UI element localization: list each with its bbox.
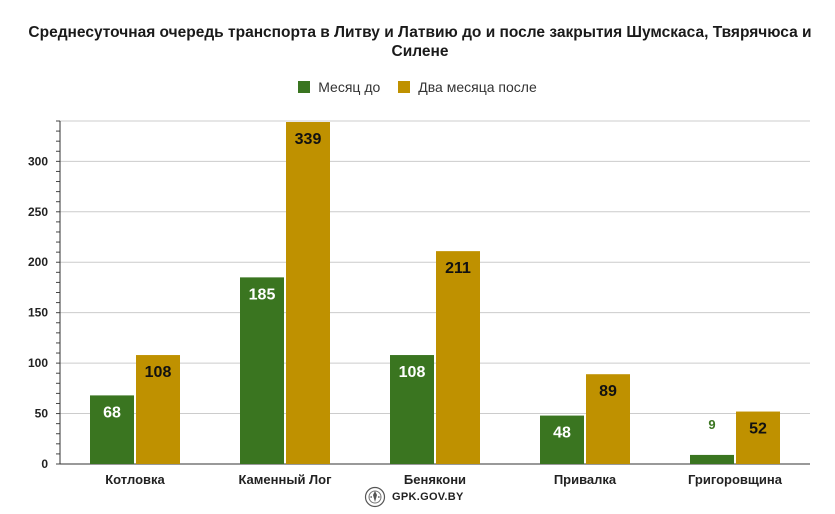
bar <box>436 251 480 464</box>
data-label: 9 <box>708 417 715 432</box>
data-label: 68 <box>103 404 121 421</box>
footer-site: GPK.GOV.BY <box>392 491 464 503</box>
bar <box>390 355 434 464</box>
footer: GPK.GOV.BY <box>364 486 464 508</box>
y-tick-label: 50 <box>35 407 49 421</box>
legend-item-series-1: Два месяца после <box>398 79 537 95</box>
legend: Месяц до Два месяца после <box>0 79 835 95</box>
y-tick-label: 250 <box>28 205 48 219</box>
chart-title: Среднесуточная очередь транспорта в Литв… <box>28 24 812 60</box>
emblem-icon <box>364 486 386 508</box>
bar <box>586 374 630 464</box>
x-tick-label: Котловка <box>105 472 165 487</box>
bar <box>136 355 180 464</box>
x-tick-label: Григоровщина <box>688 472 783 487</box>
bar <box>690 454 734 464</box>
legend-item-series-0: Месяц до <box>298 79 380 95</box>
data-label: 48 <box>553 425 571 442</box>
data-label: 52 <box>749 421 767 438</box>
y-tick-label: 300 <box>28 154 48 168</box>
legend-swatch <box>398 81 411 93</box>
data-label: 339 <box>295 131 322 148</box>
bar <box>286 122 330 465</box>
x-tick-label: Привалка <box>554 472 617 487</box>
y-tick-label: 100 <box>28 356 48 370</box>
data-label: 211 <box>445 260 471 277</box>
x-tick-label: Каменный Лог <box>238 472 332 487</box>
y-tick-label: 150 <box>28 306 48 320</box>
legend-label: Месяц до <box>318 79 381 95</box>
bar <box>90 395 134 464</box>
data-label: 89 <box>599 383 617 400</box>
legend-swatch <box>298 81 311 93</box>
data-label: 108 <box>145 364 172 381</box>
legend-label: Два месяца после <box>418 79 537 95</box>
data-label: 185 <box>249 286 276 303</box>
x-tick-label: Бенякони <box>404 472 466 487</box>
bar <box>240 277 284 464</box>
y-tick-label: 200 <box>28 255 48 269</box>
data-label: 108 <box>399 364 426 381</box>
bar <box>540 415 584 464</box>
bar <box>736 411 780 464</box>
y-tick-label: 0 <box>41 457 48 471</box>
